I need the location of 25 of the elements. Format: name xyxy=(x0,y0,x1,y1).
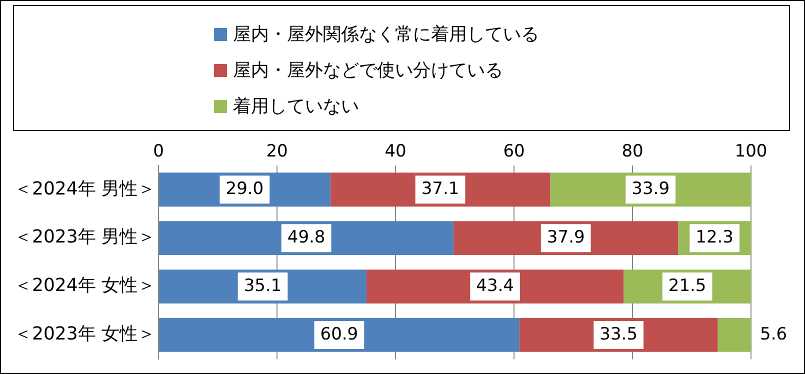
data-label: 35.1 xyxy=(244,276,282,296)
y-tick-label: ＜2024年 男性＞ xyxy=(14,178,156,200)
data-label: 12.3 xyxy=(696,227,734,248)
data-label: 5.6 xyxy=(760,324,788,344)
x-tick-label: 40 xyxy=(384,142,406,162)
x-tick-label: 100 xyxy=(734,142,768,162)
x-tick-label: 60 xyxy=(503,142,525,162)
data-label: 29.0 xyxy=(226,179,264,200)
data-label: 49.8 xyxy=(287,227,326,248)
data-label: 21.5 xyxy=(668,276,706,296)
data-label: 33.5 xyxy=(600,324,638,344)
data-label: 60.9 xyxy=(320,324,358,344)
legend-label: 着用していない xyxy=(233,95,359,118)
x-tick-label: 80 xyxy=(622,142,644,162)
data-label: 37.1 xyxy=(421,179,460,200)
x-tick-label: 0 xyxy=(153,142,164,162)
data-label: 43.4 xyxy=(476,276,514,296)
y-tick-label: ＜2024年 女性＞ xyxy=(14,275,156,296)
data-label: 33.9 xyxy=(632,179,670,200)
data-label: 37.9 xyxy=(546,227,585,248)
y-tick-label: ＜2023年 女性＞ xyxy=(14,324,156,345)
legend-label: 屋内・屋外関係なく常に着用している xyxy=(233,23,539,46)
y-tick-label: ＜2023年 男性＞ xyxy=(14,226,156,248)
x-tick-label: 20 xyxy=(266,142,288,162)
legend-label: 屋内・屋外などで使い分けている xyxy=(233,59,503,82)
